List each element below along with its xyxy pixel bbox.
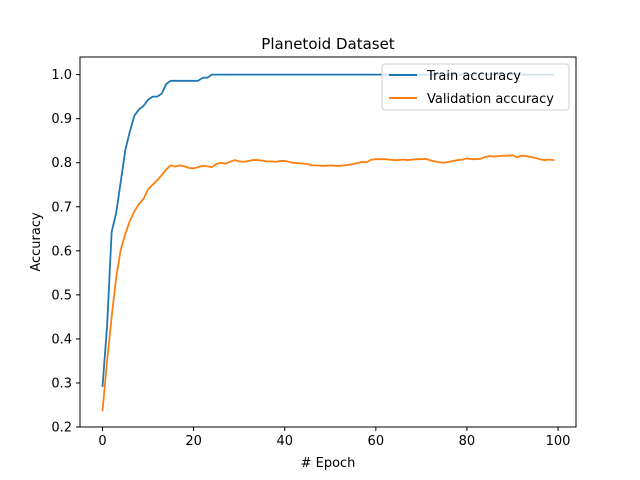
legend-label-validation: Validation accuracy <box>427 92 554 107</box>
y-axis: 0.2 0.3 0.4 0.5 0.6 0.7 0.8 0.9 1.0 <box>51 68 80 436</box>
y-tick-label: 1.0 <box>51 68 72 83</box>
y-tick-label: 0.6 <box>51 244 72 259</box>
x-tick-label: 80 <box>459 434 476 449</box>
x-tick-label: 40 <box>276 434 293 449</box>
legend-box <box>381 63 570 111</box>
y-axis-title: Accuracy <box>29 212 44 272</box>
x-axis: 0 20 40 60 80 100 <box>98 427 570 449</box>
series-line-validation <box>101 154 555 412</box>
x-tick-label: 60 <box>368 434 385 449</box>
y-tick-label: 0.7 <box>51 200 72 215</box>
chart-title: Planetoid Dataset <box>261 35 395 53</box>
y-tick-label: 0.4 <box>51 332 72 347</box>
x-tick-label: 0 <box>98 434 106 449</box>
y-tick-label: 0.5 <box>51 288 72 303</box>
legend: Train accuracy Validation accuracy <box>381 63 570 111</box>
plot-frame <box>79 56 577 428</box>
y-tick-label: 0.2 <box>51 421 72 436</box>
y-tick-label: 0.8 <box>51 156 72 171</box>
y-tick-label: 0.3 <box>51 376 72 391</box>
legend-label-train: Train accuracy <box>426 69 521 84</box>
x-tick-label: 20 <box>185 434 202 449</box>
x-axis-title: # Epoch <box>301 456 356 471</box>
y-tick-label: 0.9 <box>51 112 72 127</box>
x-tick-label: 100 <box>546 434 571 449</box>
